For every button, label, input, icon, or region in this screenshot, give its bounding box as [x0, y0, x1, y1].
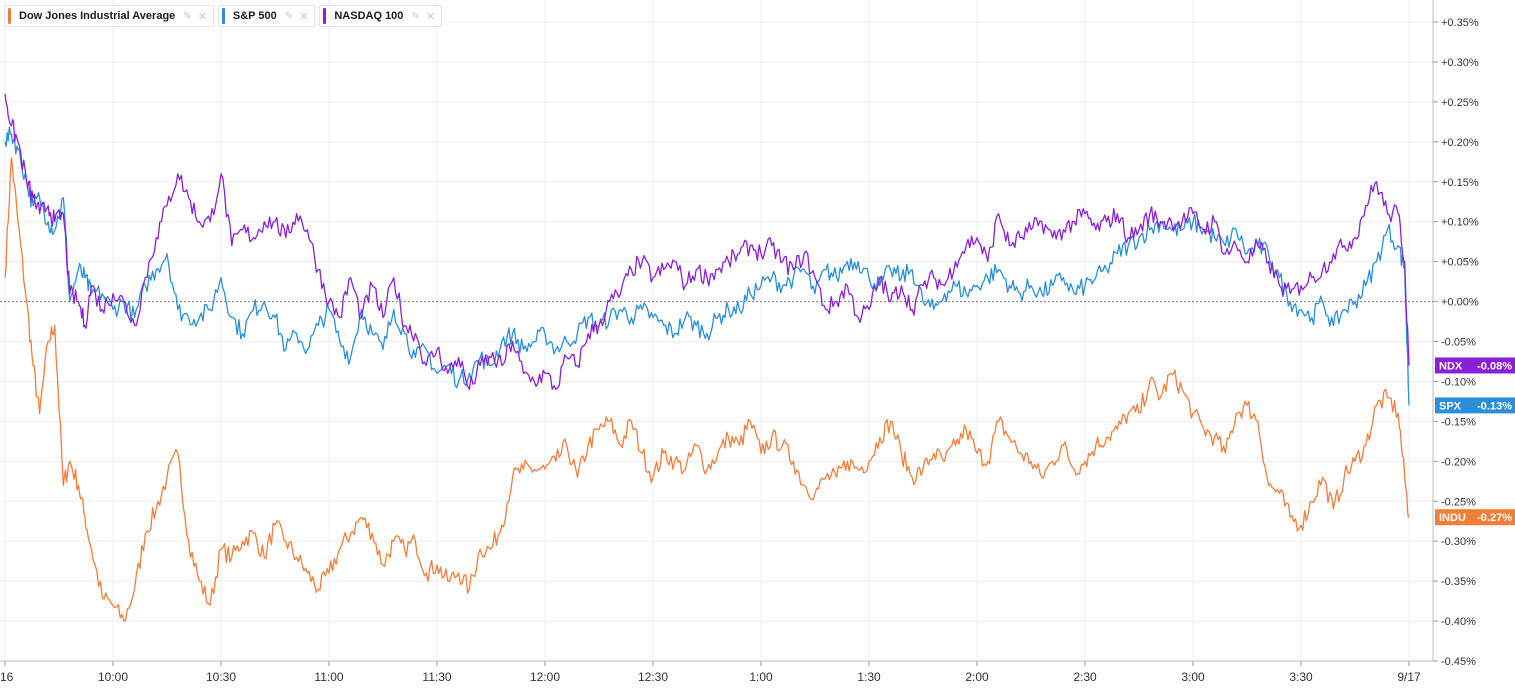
x-tick-label: 10:00	[98, 670, 128, 684]
last-value-label: -0.27%	[1477, 512, 1512, 524]
pin-icon[interactable]: ✎	[411, 10, 420, 22]
last-value-label: -0.13%	[1477, 400, 1512, 412]
x-tick-label: 2:30	[1073, 670, 1097, 684]
y-tick-label: +0.05%	[1441, 257, 1479, 269]
last-value-tag-spx	[1435, 397, 1515, 414]
legend-label: S&P 500	[232, 10, 277, 22]
y-tick-label: -0.10%	[1441, 376, 1476, 388]
legend-chip-nasdaq[interactable]: NASDAQ 100 ✎ ✕	[319, 5, 443, 27]
x-tick-label: 9/17	[1397, 670, 1421, 684]
x-tick-label: 16	[0, 670, 14, 684]
x-tick-label: 1:00	[749, 670, 773, 684]
y-tick-label: +0.15%	[1441, 177, 1479, 189]
x-tick-label: 12:00	[530, 670, 560, 684]
close-icon[interactable]: ✕	[197, 10, 207, 23]
legend: Dow Jones Industrial Average ✎ ✕ S&P 500…	[4, 5, 443, 27]
series-color-swatch	[8, 8, 11, 24]
y-tick-label: -0.15%	[1441, 416, 1476, 428]
y-tick-label: -0.45%	[1441, 656, 1476, 668]
series-line-spx	[4, 126, 1410, 406]
legend-chip-sp500[interactable]: S&P 500 ✎ ✕	[217, 5, 316, 27]
y-tick-label: +0.30%	[1441, 57, 1479, 69]
x-tick-label: 2:00	[965, 670, 989, 684]
x-tick-label: 12:30	[638, 670, 668, 684]
y-tick-label: -0.30%	[1441, 536, 1476, 548]
y-tick-label: +0.00%	[1441, 297, 1479, 309]
last-value-tag-indu	[1435, 509, 1515, 526]
legend-label: NASDAQ 100	[334, 10, 404, 22]
y-tick-label: -0.35%	[1441, 576, 1476, 588]
x-tick-label: 10:30	[206, 670, 236, 684]
y-tick-label: +0.20%	[1441, 137, 1479, 149]
last-value-label: -0.08%	[1477, 360, 1512, 372]
y-tick-label: +0.25%	[1441, 97, 1479, 109]
legend-chip-dow[interactable]: Dow Jones Industrial Average ✎ ✕	[4, 5, 214, 27]
close-icon[interactable]: ✕	[299, 10, 309, 23]
x-tick-label: 3:30	[1289, 670, 1313, 684]
y-tick-label: -0.25%	[1441, 496, 1476, 508]
close-icon[interactable]: ✕	[425, 10, 436, 23]
y-tick-label: -0.20%	[1441, 456, 1476, 468]
last-value-ticker: INDU	[1439, 512, 1466, 524]
y-tick-label: +0.35%	[1441, 17, 1479, 29]
x-tick-label: 11:30	[422, 670, 451, 684]
last-value-ticker: NDX	[1439, 360, 1463, 372]
series-color-swatch	[221, 8, 225, 24]
series-line-ndx	[4, 93, 1410, 391]
pin-icon[interactable]: ✎	[284, 10, 294, 22]
y-tick-label: -0.05%	[1441, 337, 1476, 349]
x-tick-label: 1:30	[857, 670, 881, 684]
x-tick-label: 11:00	[314, 670, 343, 684]
y-tick-label: -0.40%	[1441, 616, 1476, 628]
series-color-swatch	[323, 8, 327, 24]
x-tick-label: 3:00	[1181, 670, 1205, 684]
last-value-tag-ndx	[1435, 357, 1515, 374]
pin-icon[interactable]: ✎	[183, 10, 192, 22]
legend-label: Dow Jones Industrial Average	[19, 10, 176, 22]
y-tick-label: +0.10%	[1441, 217, 1479, 229]
last-value-ticker: SPX	[1439, 400, 1462, 412]
series-line-indu	[4, 157, 1410, 622]
